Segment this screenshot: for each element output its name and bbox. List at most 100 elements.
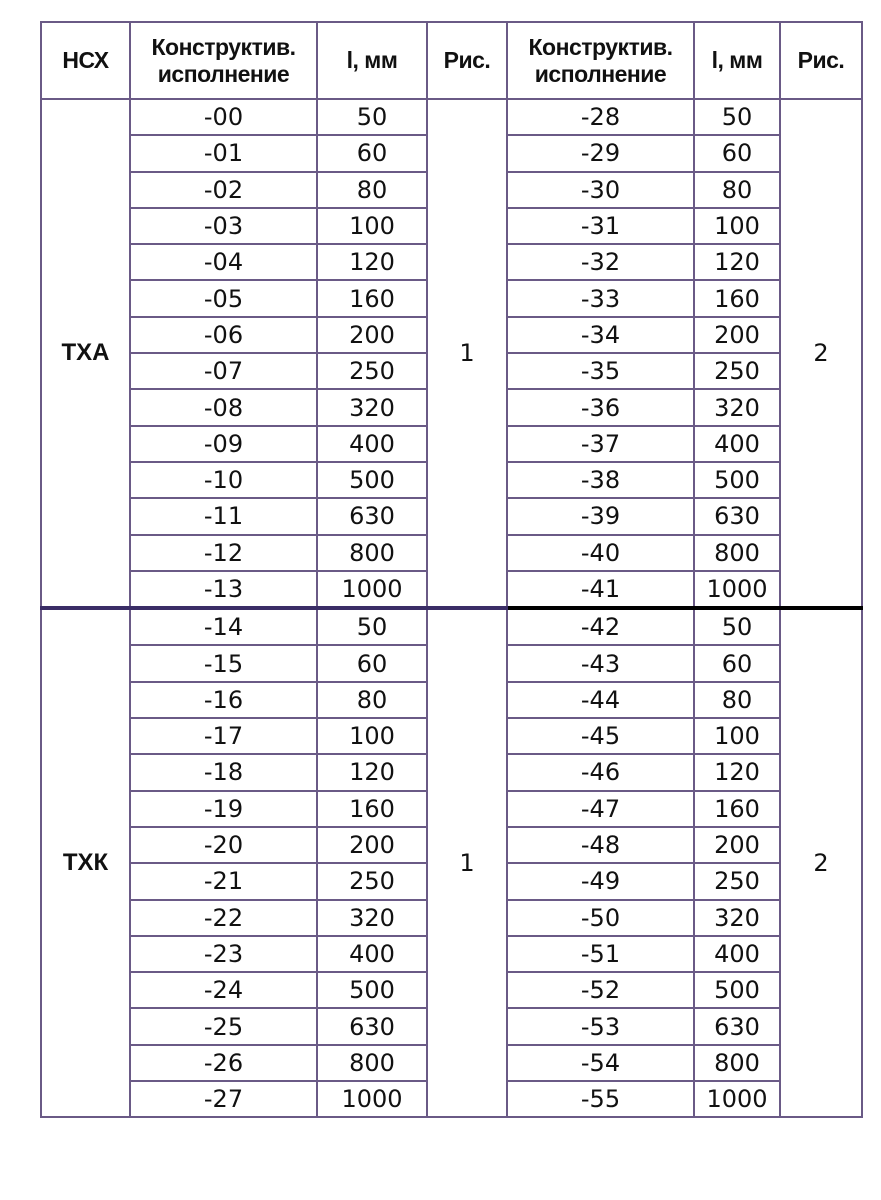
- table-row: -19 160 -47 160: [41, 789, 862, 828]
- left-code-cell: -14: [129, 606, 318, 647]
- table-row: -16 80 -44 80: [41, 680, 862, 720]
- table-row: -07 250 -35 250: [41, 352, 862, 391]
- left-length-cell: 50: [316, 97, 428, 137]
- header-row: НСХ Конструктив. исполнение l, мм Рис. К…: [40, 21, 863, 100]
- header-design-2: Конструктив. исполнение: [506, 21, 695, 100]
- left-length-cell: 200: [316, 825, 428, 865]
- left-length-cell: 100: [316, 206, 428, 246]
- left-length-cell: 100: [316, 717, 428, 756]
- right-length-cell: 200: [693, 825, 781, 865]
- left-code-cell: -16: [129, 680, 318, 720]
- right-code-cell: -29: [506, 134, 695, 173]
- header-design-2-line2: исполнение: [534, 60, 667, 87]
- left-length-cell: 800: [316, 1043, 428, 1083]
- left-code-cell: -26: [129, 1043, 318, 1083]
- table-row: -26 800 -54 800: [41, 1043, 862, 1083]
- table-row: -22 320 -50 320: [41, 898, 862, 937]
- right-length-cell: 200: [693, 315, 781, 355]
- right-length-cell: 630: [693, 1007, 781, 1046]
- right-length-cell: 400: [693, 934, 781, 974]
- right-code-cell: -35: [506, 352, 695, 391]
- left-code-cell: -19: [129, 789, 318, 828]
- right-code-cell: -31: [506, 206, 695, 246]
- table-row: -10 500 -38 500: [41, 460, 862, 500]
- left-length-cell: 250: [316, 862, 428, 901]
- left-code-cell: -06: [129, 315, 318, 355]
- table-row: -17 100 -45 100: [41, 717, 862, 756]
- right-length-cell: 50: [693, 606, 781, 647]
- right-length-cell: 120: [693, 753, 781, 792]
- right-code-cell: -34: [506, 315, 695, 355]
- left-code-cell: -24: [129, 971, 318, 1010]
- right-length-cell: 500: [693, 971, 781, 1010]
- table-row: -06 200 -34 200: [41, 315, 862, 355]
- right-length-cell: 120: [693, 243, 781, 282]
- table-row: -21 250 -49 250: [41, 862, 862, 901]
- header-figure: Рис.: [426, 21, 508, 100]
- right-length-cell: 250: [693, 862, 781, 901]
- table-row: -05 160 -33 160: [41, 279, 862, 318]
- table-row: -04 120 -32 120: [41, 243, 862, 282]
- left-code-cell: -20: [129, 825, 318, 865]
- table-row: ТХА -00 50 1 -28 50 2: [40, 97, 863, 610]
- left-code-cell: -22: [129, 898, 318, 937]
- left-length-cell: 60: [316, 644, 428, 683]
- right-length-cell: 320: [693, 388, 781, 427]
- header-design-line1: Конструктив.: [151, 33, 296, 60]
- left-code-cell: -04: [129, 243, 318, 282]
- left-length-cell: 1000: [316, 569, 428, 610]
- table-row: -23 400 -51 400: [41, 934, 862, 974]
- left-length-cell: 250: [316, 352, 428, 391]
- right-length-cell: 50: [693, 97, 781, 137]
- right-code-cell: -48: [506, 825, 695, 865]
- right-code-cell: -51: [506, 934, 695, 974]
- left-length-cell: 500: [316, 971, 428, 1010]
- left-length-cell: 630: [316, 1007, 428, 1046]
- nsx-cell: ТХК: [40, 606, 131, 1119]
- spec-table: НСХ Конструктив. исполнение l, мм Рис. К…: [40, 21, 863, 1119]
- right-code-cell: -38: [506, 460, 695, 500]
- left-figure-cell: 1: [426, 97, 508, 610]
- left-figure-cell: 1: [426, 606, 508, 1119]
- left-length-cell: 320: [316, 898, 428, 937]
- left-code-cell: -03: [129, 206, 318, 246]
- right-code-cell: -47: [506, 789, 695, 828]
- left-length-cell: 120: [316, 243, 428, 282]
- table-row: -02 80 -30 80: [41, 170, 862, 209]
- right-code-cell: -32: [506, 243, 695, 282]
- right-code-cell: -45: [506, 717, 695, 756]
- right-code-cell: -33: [506, 279, 695, 318]
- left-code-cell: -18: [129, 753, 318, 792]
- left-code-cell: -01: [129, 134, 318, 173]
- left-code-cell: -21: [129, 862, 318, 901]
- left-code-cell: -13: [129, 569, 318, 610]
- left-length-cell: 80: [316, 170, 428, 209]
- left-length-cell: 400: [316, 934, 428, 974]
- left-code-cell: -09: [129, 424, 318, 463]
- right-figure-cell: 2: [779, 606, 863, 1119]
- right-length-cell: 800: [693, 533, 781, 572]
- table-row: -03 100 -31 100: [41, 206, 862, 246]
- right-length-cell: 100: [693, 206, 781, 246]
- right-code-cell: -40: [506, 533, 695, 572]
- right-code-cell: -54: [506, 1043, 695, 1083]
- right-length-cell: 60: [693, 644, 781, 683]
- right-code-cell: -49: [506, 862, 695, 901]
- table-row: -08 320 -36 320: [41, 388, 862, 427]
- left-code-cell: -02: [129, 170, 318, 209]
- right-length-cell: 80: [693, 680, 781, 720]
- table-row: -20 200 -48 200: [41, 825, 862, 865]
- right-length-cell: 1000: [693, 569, 781, 610]
- left-length-cell: 630: [316, 497, 428, 536]
- header-design: Конструктив. исполнение: [129, 21, 318, 100]
- header-design-line2: исполнение: [157, 60, 290, 87]
- right-length-cell: 800: [693, 1043, 781, 1083]
- left-length-cell: 50: [316, 606, 428, 647]
- nsx-cell: ТХА: [40, 97, 131, 610]
- left-code-cell: -05: [129, 279, 318, 318]
- left-length-cell: 160: [316, 789, 428, 828]
- left-length-cell: 1000: [316, 1080, 428, 1119]
- left-code-cell: -17: [129, 717, 318, 756]
- right-code-cell: -41: [506, 569, 695, 610]
- table-row: -24 500 -52 500: [41, 971, 862, 1010]
